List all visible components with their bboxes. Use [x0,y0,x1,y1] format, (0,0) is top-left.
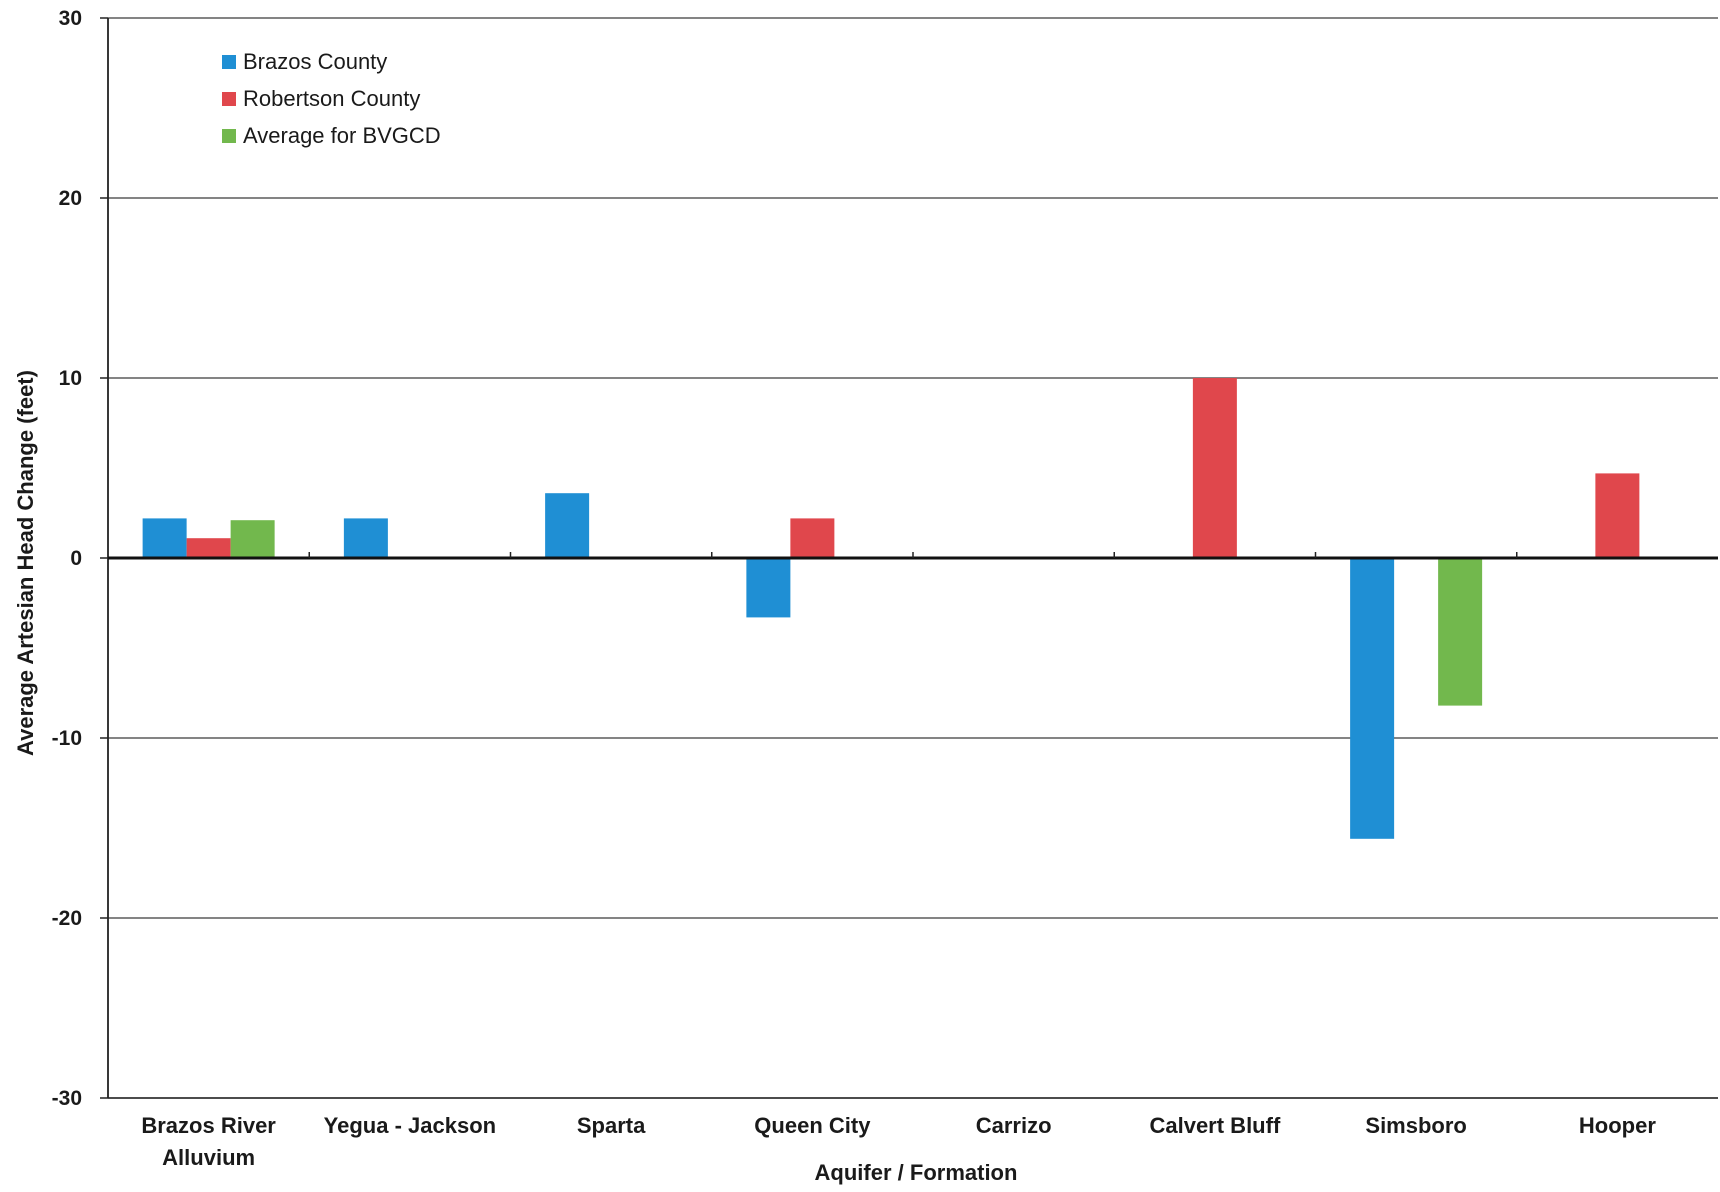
bar [746,558,791,618]
y-tick-label: -30 [52,1087,82,1110]
legend-label: Robertson County [243,86,420,111]
y-axis-title: Average Artesian Head Change (feet) [13,370,38,756]
bar [545,493,590,558]
legend-swatch [222,55,236,69]
bar [790,518,835,558]
x-tick-label: Hooper [1579,1113,1656,1138]
bar [343,518,388,558]
y-tick-label: -10 [52,727,82,750]
x-tick-label: Simsboro [1365,1113,1466,1138]
y-tick-label: 0 [70,547,82,570]
x-tick-label: Alluvium [162,1145,255,1170]
x-tick-label: Calvert Bluff [1149,1113,1280,1138]
y-tick-label: -20 [52,907,82,930]
labels: 30 20 10 0 -10 -20 -30 Brazos River Alluvium Yegu… [13,7,1656,1185]
bar [186,538,231,558]
bar [1438,558,1483,706]
x-tick-label: Queen City [754,1113,871,1138]
bar [1350,558,1395,839]
legend: Brazos County Robertson County Average for… [222,49,441,148]
y-tick-label: 10 [59,367,82,390]
y-tick-label: 30 [59,7,82,30]
legend-swatch [222,92,236,106]
bars [142,378,1640,839]
x-tick-label: Sparta [577,1113,646,1138]
legend-label: Average for BVGCD [243,123,441,148]
bar [1595,473,1640,558]
bar [230,520,275,558]
x-tick-label: Yegua - Jackson [324,1113,496,1138]
x-axis-title: Aquifer / Formation [815,1160,1018,1185]
legend-label: Brazos County [243,49,387,74]
bar [1192,378,1237,558]
x-tick-label: Brazos River [141,1113,276,1138]
legend-swatch [222,129,236,143]
bar [142,518,187,558]
y-tick-label: 20 [59,187,82,210]
axes [100,17,1718,1099]
x-tick-label: Carrizo [976,1113,1052,1138]
